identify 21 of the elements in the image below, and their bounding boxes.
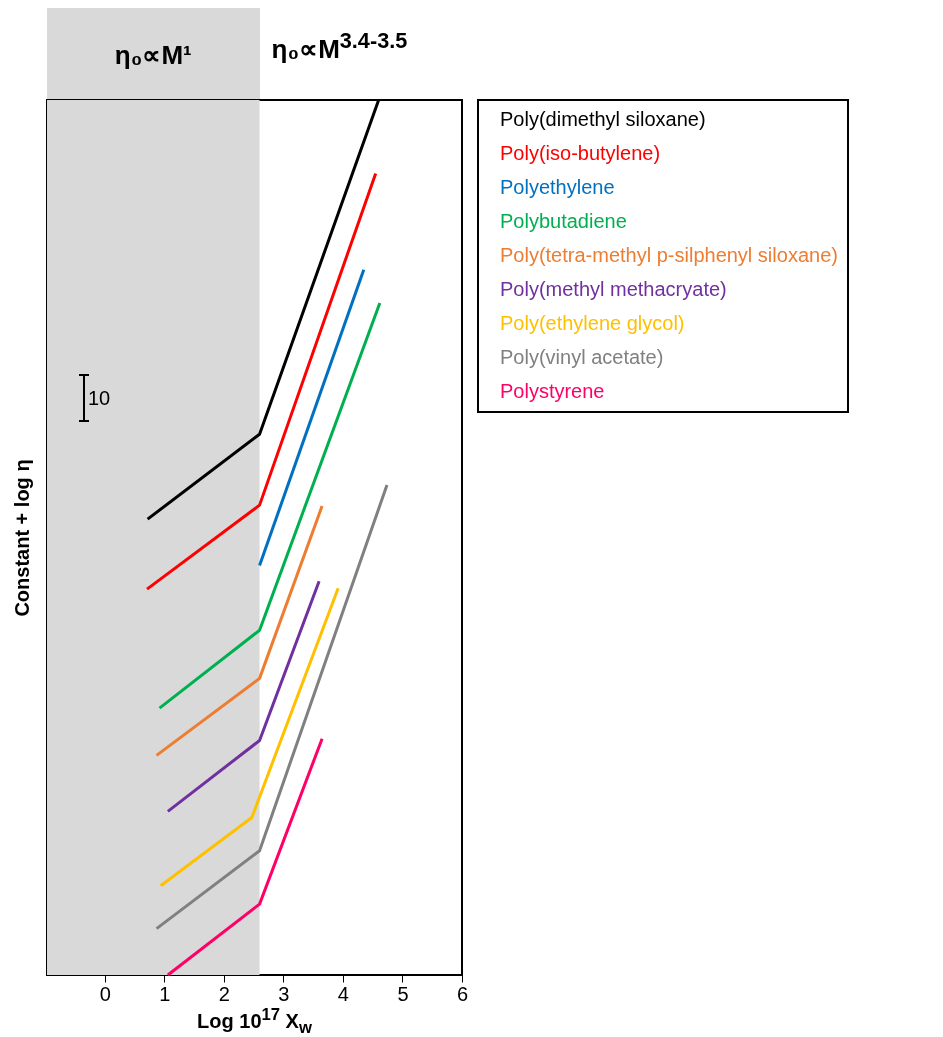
x-axis-title: Log 10$^{17}$ X$_{w}$ bbox=[197, 1005, 312, 1037]
x-tick-label: 4 bbox=[337, 982, 349, 1005]
x-tick-label: 0 bbox=[99, 982, 111, 1005]
text: Poly(tetra-methyl p-silphenyl siloxane) bbox=[500, 244, 838, 266]
text: Poly(iso-butylene) bbox=[500, 142, 661, 164]
annotation: 10 bbox=[88, 387, 111, 410]
x-tick-label: 3 bbox=[278, 982, 290, 1005]
text: Poly(dimethyl siloxane) bbox=[500, 108, 706, 130]
x-tick-label: 1 bbox=[159, 982, 171, 1005]
x-tick-label: 6 bbox=[456, 982, 469, 1005]
y-axis-title: Constant + log η bbox=[10, 459, 33, 617]
text: Poly(methyl methacryate) bbox=[500, 278, 727, 300]
text: Polybutadiene bbox=[500, 210, 627, 232]
x-tick-label: 5 bbox=[397, 982, 409, 1005]
band-label: η₀∝M¹ bbox=[114, 40, 192, 71]
text: Polystyrene bbox=[500, 380, 605, 402]
text: η₀∝M$^{3.4-3.5}$ bbox=[271, 28, 408, 65]
text: Polyethylene bbox=[500, 176, 615, 198]
x-tick-label: 2 bbox=[218, 982, 230, 1005]
text: Poly(ethylene glycol) bbox=[500, 312, 685, 334]
text: Poly(vinyl acetate) bbox=[500, 346, 664, 368]
